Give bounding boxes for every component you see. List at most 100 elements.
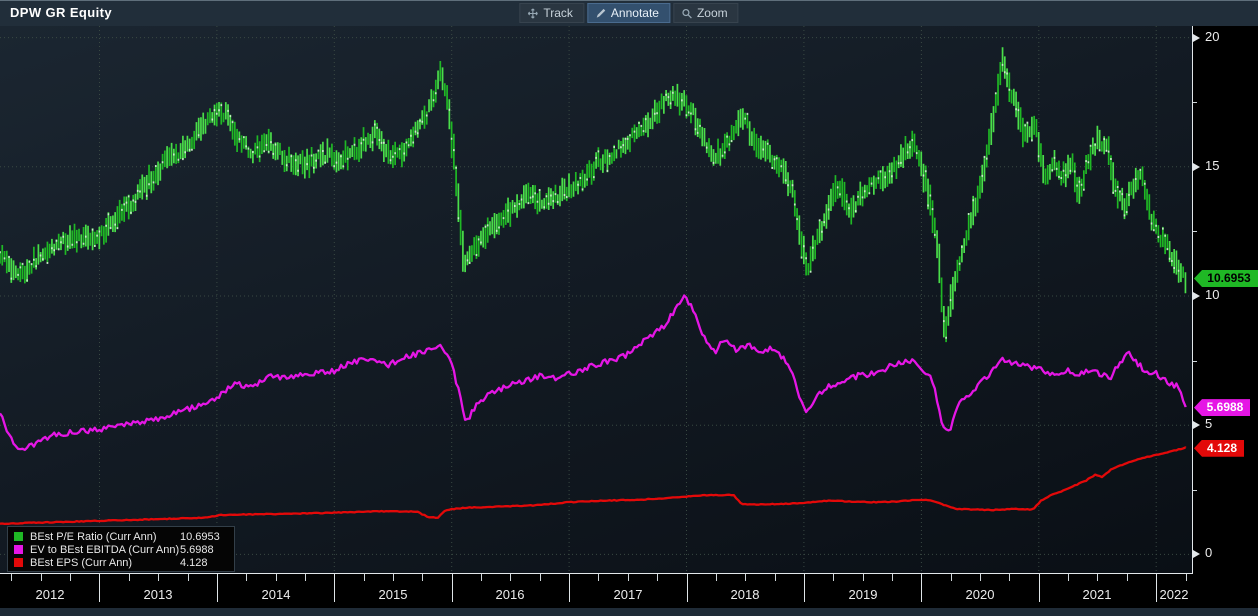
y-axis-tick-label: 15 [1205,157,1220,173]
y-axis-major-tick [1193,421,1200,430]
legend-box: BEst P/E Ratio (Curr Ann) 10.6953 EV to … [7,526,235,572]
x-axis-year-label: 2018 [730,587,760,602]
plot-area[interactable]: BEst P/E Ratio (Curr Ann) 10.6953 EV to … [0,26,1192,573]
year-boundary-tick [921,574,922,602]
x-axis-year-label: 2014 [261,587,291,602]
year-boundary-tick [1039,574,1040,602]
eps-last-value-badge: 4.128 [1194,439,1244,457]
year-boundary-tick [99,574,100,602]
legend-label: BEst EPS (Curr Ann) [30,556,133,569]
x-axis-year-label: 2013 [143,587,173,602]
x-axis-year-label: 2019 [848,587,878,602]
x-axis-year-label: 2015 [378,587,408,602]
quarter-minor-tick [305,574,306,581]
x-axis-year-label: 2020 [965,587,995,602]
y-axis-minor-tick [1193,102,1197,103]
quarter-minor-tick [775,574,776,581]
quarter-minor-tick [481,574,482,581]
quarter-minor-tick [188,574,189,581]
quarter-minor-tick [863,574,864,581]
quarter-minor-tick [246,574,247,581]
quarter-minor-tick [628,574,629,581]
legend-row-ev-ebitda: EV to BEst EBITDA (Curr Ann) 5.6988 [12,543,230,556]
pe-ratio-close-ticks [0,63,1180,339]
quarter-minor-tick [833,574,834,581]
year-boundary-tick [452,574,453,602]
quarter-minor-tick [1068,574,1069,581]
x-axis-year-label: 2012 [35,587,65,602]
quarter-minor-tick [716,574,717,581]
eps-line-series [0,446,1187,526]
quarter-minor-tick [1009,574,1010,581]
quarter-minor-tick [276,574,277,581]
bottom-axis-line [0,573,1193,574]
ev-ebitda-last-value-badge: 5.6988 [1194,399,1250,417]
y-axis-tick-label: 5 [1205,416,1213,432]
y-axis-minor-tick [1193,231,1197,232]
quarter-minor-tick [11,574,12,581]
legend-label: EV to BEst EBITDA (Curr Ann) [30,543,180,556]
year-boundary-tick [687,574,688,602]
quarter-minor-tick [70,574,71,581]
x-axis-year-label: 2016 [495,587,525,602]
quarter-minor-tick [540,574,541,581]
quarter-minor-tick [892,574,893,581]
x-axis-year-label: 2022 [1159,587,1189,602]
y-axis-major-tick [1193,550,1200,559]
legend-row-pe-ratio: BEst P/E Ratio (Curr Ann) 10.6953 [12,530,230,543]
x-axis-year-label: 2017 [613,587,643,602]
year-boundary-tick [804,574,805,602]
ev-ebitda-swatch [14,545,23,554]
quarter-minor-tick [951,574,952,581]
quarter-minor-tick [422,574,423,581]
quarter-minor-tick [41,574,42,581]
year-boundary-tick [569,574,570,602]
chart-toolbar: Track Annotate Zoom [519,3,739,23]
quarter-minor-tick [364,574,365,581]
quarter-minor-tick [158,574,159,581]
zoom-magnifier-icon [681,8,692,19]
track-button[interactable]: Track [519,3,584,23]
quarter-minor-tick [657,574,658,581]
legend-value: 5.6988 [180,543,214,556]
legend-value: 4.128 [180,556,208,569]
eps-swatch [14,558,23,567]
bottom-time-axis: 2012 2013 2014 2015 2016 2017 2018 2019 2020 2021… [0,574,1258,608]
zoom-button-label: Zoom [696,6,728,20]
grid-lines [0,26,1192,573]
zoom-button[interactable]: Zoom [672,3,739,23]
y-axis-major-tick [1193,292,1200,300]
year-boundary-tick [217,574,218,602]
ev-ebitda-line-series [0,294,1187,452]
quarter-minor-tick [129,574,130,581]
quarter-minor-tick [1186,574,1187,581]
annotate-button-label: Annotate [610,6,659,20]
year-boundary-tick [1156,574,1157,602]
quarter-minor-tick [1097,574,1098,581]
quarter-minor-tick [980,574,981,581]
price-chart-canvas [0,26,1192,573]
legend-label: BEst P/E Ratio (Curr Ann) [30,530,157,543]
y-axis-tick-label: 10 [1205,287,1220,302]
x-axis-year-label: 2021 [1082,587,1112,602]
track-move-icon [527,8,538,19]
quarter-minor-tick [745,574,746,581]
y-axis-tick-label: 20 [1205,28,1220,44]
y-axis-major-tick [1193,162,1200,171]
right-price-axis: 10.6953 5.6988 4.128 20 15 10 5 0 [1192,26,1258,573]
chart-header: DPW GR Equity Track Annotate [0,0,1258,26]
quarter-minor-tick [510,574,511,581]
pe-ratio-swatch [14,532,23,541]
annotate-button[interactable]: Annotate [586,3,670,23]
y-axis-major-tick [1193,33,1200,42]
y-axis-tick-label: 0 [1205,545,1213,561]
quarter-minor-tick [393,574,394,581]
security-title: DPW GR Equity [10,5,112,20]
y-axis-minor-tick [1193,490,1197,491]
y-axis-minor-tick [1193,361,1197,362]
quarter-minor-tick [1127,574,1128,581]
track-button-label: Track [543,6,573,20]
window-bottom-edge [0,608,1258,616]
pe-ratio-last-value-badge: 10.6953 [1194,270,1258,288]
